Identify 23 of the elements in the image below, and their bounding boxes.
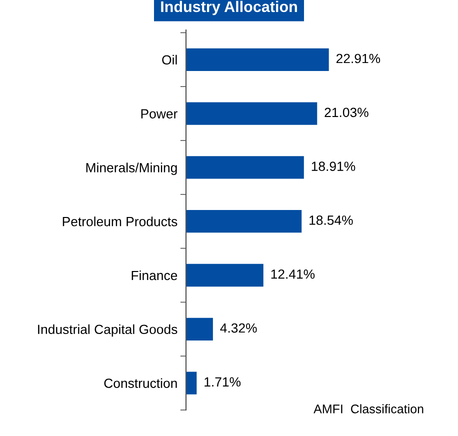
y-tick-label: Construction	[104, 378, 177, 388]
data-label: 22.91%	[336, 54, 380, 64]
data-label: 1.71%	[204, 377, 241, 387]
bar	[186, 156, 304, 179]
data-label: 4.32%	[220, 323, 257, 333]
data-label: 21.03%	[324, 108, 368, 118]
bar	[186, 48, 329, 71]
chart-title: Industry Allocation	[161, 0, 297, 16]
annotation: AMFI Classification	[314, 404, 424, 414]
y-tick-label: Minerals/Mining	[86, 162, 177, 175]
data-label: 18.91%	[312, 162, 356, 171]
bar	[186, 210, 302, 233]
bar	[186, 318, 213, 340]
y-tick-label: Oil	[162, 54, 177, 65]
bar	[186, 264, 264, 287]
bar	[186, 102, 318, 125]
y-tick-label: Finance	[132, 270, 178, 280]
data-label: 12.41%	[271, 269, 315, 279]
bar	[186, 372, 197, 394]
y-tick-label: Petroleum Products	[62, 216, 178, 226]
y-tick-label: Industrial Capital Goods	[38, 324, 178, 337]
data-label: 18.54%	[310, 216, 353, 225]
y-tick-label: Power	[141, 109, 178, 118]
